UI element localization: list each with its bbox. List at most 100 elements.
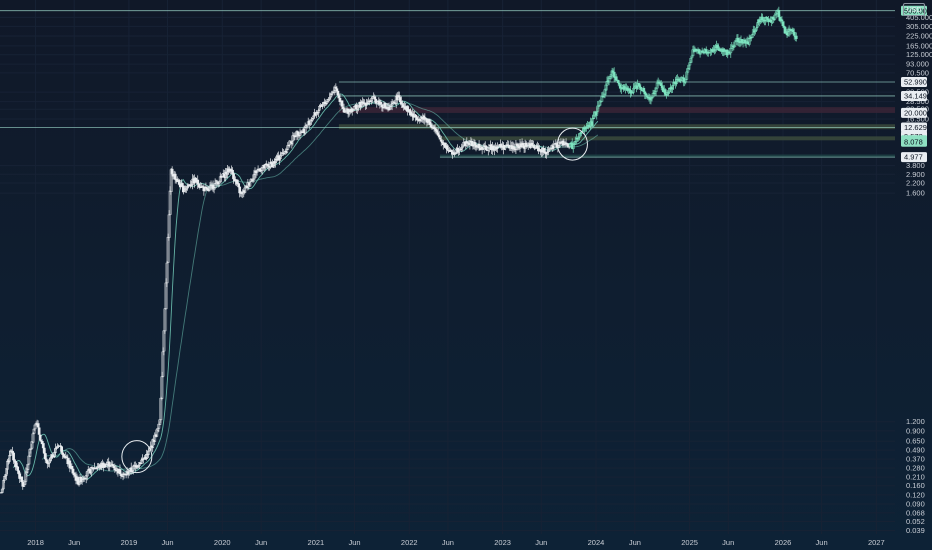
candle-body bbox=[379, 101, 383, 105]
time-tick-label: Jun bbox=[255, 538, 267, 547]
candle-body bbox=[390, 103, 394, 106]
candle bbox=[232, 172, 235, 184]
candle bbox=[390, 99, 394, 111]
candle-body bbox=[12, 452, 15, 461]
price-tick-label: 225.000 bbox=[906, 32, 932, 41]
candle-body bbox=[31, 433, 35, 443]
time-tick-label: 2023 bbox=[494, 538, 511, 547]
candle-body bbox=[733, 41, 737, 47]
time-tick-label: 2021 bbox=[308, 538, 325, 547]
price-tick-label: 2.200 bbox=[906, 179, 925, 188]
price-tag-bg bbox=[901, 5, 927, 16]
price-tick-label: 93.000 bbox=[906, 60, 929, 69]
candle bbox=[167, 210, 171, 241]
candle-body bbox=[446, 145, 449, 150]
time-tick-label: Jun bbox=[161, 538, 173, 547]
price-tick-label: 3.800 bbox=[906, 161, 925, 170]
time-tick-label: Jun bbox=[816, 538, 828, 547]
zone-teal bbox=[439, 154, 895, 158]
price-tick-label: 165.000 bbox=[906, 41, 932, 50]
price-tick-label: 16.500 bbox=[906, 115, 929, 124]
candle bbox=[780, 16, 784, 22]
price-tag-bg bbox=[901, 122, 927, 133]
candle bbox=[127, 471, 131, 477]
candle-body bbox=[147, 450, 150, 455]
zone-red bbox=[338, 107, 895, 113]
price-tick-label: 70.500 bbox=[906, 68, 929, 77]
price-tag: 8.078 bbox=[901, 136, 927, 147]
candle bbox=[161, 347, 165, 378]
price-tick-label: 305.000 bbox=[906, 22, 932, 31]
time-tick-label: 2019 bbox=[121, 538, 138, 547]
candle-body bbox=[794, 35, 798, 39]
candle-body bbox=[750, 34, 754, 38]
candle-body bbox=[1, 480, 5, 490]
time-tick-label: Jun bbox=[348, 538, 360, 547]
candle bbox=[733, 41, 737, 47]
candle-body bbox=[232, 173, 235, 180]
price-tick-label: 0.120 bbox=[906, 490, 925, 499]
price-tick-label: 0.370 bbox=[906, 455, 925, 464]
candle-body bbox=[85, 471, 89, 477]
price-tag-label: 20.000 bbox=[904, 109, 927, 118]
time-tick-label: Jun bbox=[722, 538, 734, 547]
time-tick-label: 2024 bbox=[588, 538, 605, 547]
price-tag-bg bbox=[901, 76, 927, 87]
price-tick-label: 405.000 bbox=[906, 13, 932, 22]
candle-body bbox=[688, 62, 692, 66]
candle-body bbox=[127, 472, 131, 475]
candle-body bbox=[89, 466, 93, 474]
candle-body bbox=[617, 82, 621, 85]
zones bbox=[338, 107, 895, 158]
price-tag: 34.149 bbox=[901, 90, 927, 101]
candle-body bbox=[698, 53, 702, 55]
candle bbox=[37, 423, 41, 435]
candle bbox=[26, 463, 30, 474]
price-tick-label: 0.039 bbox=[906, 526, 925, 535]
candle-body bbox=[16, 466, 19, 471]
candle-body bbox=[167, 214, 171, 238]
candle-body bbox=[780, 19, 784, 22]
price-tick-label: 0.900 bbox=[906, 426, 925, 435]
candle-body bbox=[165, 262, 169, 284]
zone-green bbox=[439, 136, 895, 141]
price-tag: 4.977 bbox=[901, 152, 927, 163]
candle-body bbox=[160, 376, 164, 399]
candle bbox=[85, 471, 89, 481]
candle bbox=[663, 88, 667, 95]
price-tick-label: 125.000 bbox=[906, 50, 932, 59]
candle bbox=[446, 144, 449, 152]
price-tick-label: 0.490 bbox=[906, 446, 925, 455]
currency-selector[interactable]: USD bbox=[903, 3, 925, 16]
candle bbox=[305, 125, 309, 129]
time-tick-label: 2027 bbox=[868, 538, 885, 547]
candle bbox=[159, 396, 163, 423]
candle bbox=[170, 166, 174, 176]
candle-body bbox=[663, 89, 667, 95]
price-tag-label: 4.977 bbox=[904, 153, 923, 162]
highlight-circle bbox=[556, 127, 588, 161]
candle-body bbox=[336, 90, 340, 96]
price-tick-label: 0.052 bbox=[906, 517, 925, 526]
candle-body bbox=[170, 168, 174, 174]
candle-body bbox=[684, 79, 688, 83]
candle-body bbox=[639, 86, 643, 90]
candle-body bbox=[761, 16, 764, 20]
candle-body bbox=[26, 464, 30, 470]
candle-body bbox=[20, 476, 24, 482]
moving-average-line bbox=[41, 102, 599, 472]
grid bbox=[0, 0, 895, 534]
time-tick-label: 2022 bbox=[401, 538, 418, 547]
candle-body bbox=[37, 427, 41, 435]
price-tag-bg bbox=[901, 136, 927, 147]
candle-body bbox=[305, 125, 309, 127]
candle-body bbox=[397, 95, 401, 98]
candle bbox=[31, 432, 35, 444]
time-tick-label: Jun bbox=[535, 538, 547, 547]
price-tick-label: 28.500 bbox=[906, 97, 929, 106]
time-tick-label: 2025 bbox=[681, 538, 698, 547]
zone-green bbox=[338, 124, 895, 130]
price-tag-label: 8.078 bbox=[904, 137, 923, 146]
